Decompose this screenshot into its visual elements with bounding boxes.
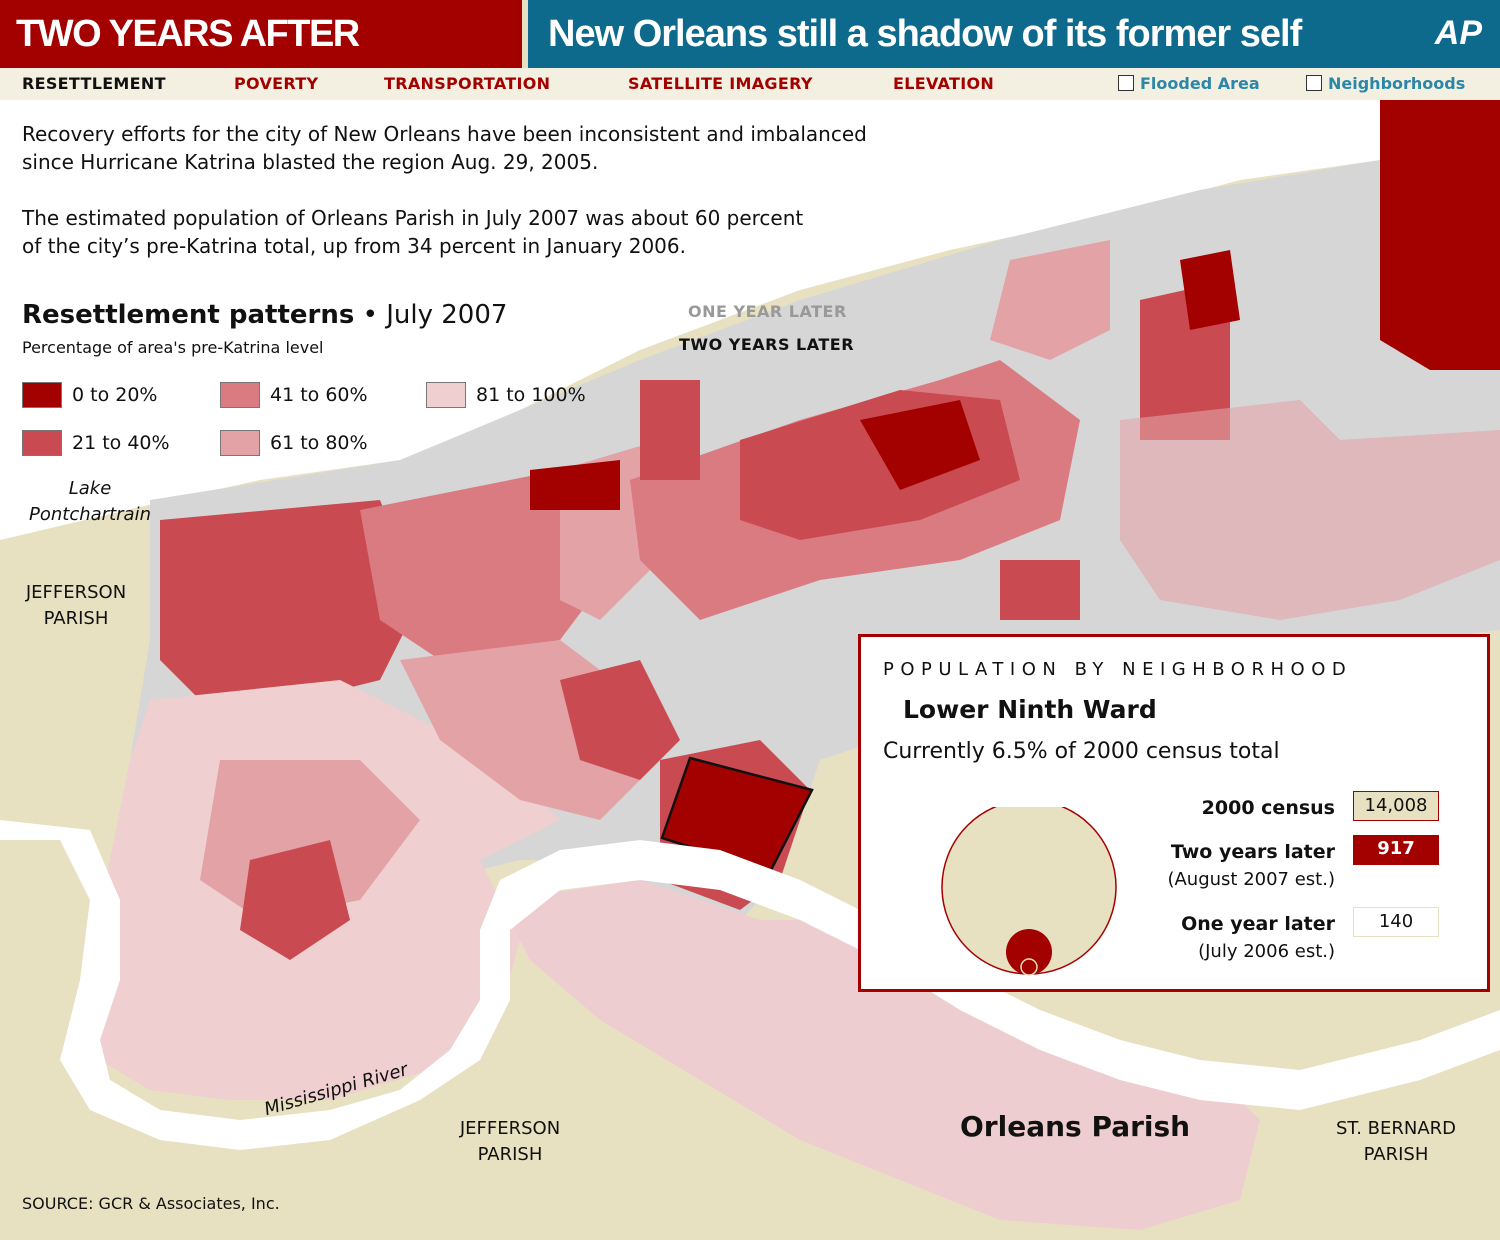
legend-swatch — [22, 382, 62, 408]
jefferson-parish-label-north: JEFFERSON PARISH — [25, 582, 127, 629]
toggle-flooded-area[interactable]: Flooded Area — [1118, 68, 1260, 100]
two-years-sublabel: (August 2007 est.) — [1167, 869, 1335, 890]
intro-paragraph-1: Recovery efforts for the city of New Orl… — [22, 122, 867, 174]
tab-transportation[interactable]: TRANSPORTATION — [384, 74, 551, 93]
census-value: 14,008 — [1353, 791, 1439, 821]
legend-label: 61 to 80% — [270, 432, 368, 454]
lake-label: Lake Pontchartrain — [29, 478, 151, 525]
resettlement-map — [0, 100, 1500, 1240]
tab-resettlement[interactable]: RESETTLEMENT — [22, 74, 166, 93]
checkbox-icon[interactable] — [1306, 75, 1322, 91]
checkbox-icon[interactable] — [1118, 75, 1134, 91]
st-bernard-parish-label: ST. BERNARD PARISH — [1335, 1118, 1457, 1165]
nav-bar: RESETTLEMENT POVERTY TRANSPORTATION SATE… — [0, 68, 1500, 100]
algiers-area — [500, 880, 1260, 1230]
one-year-value: 140 — [1353, 907, 1439, 937]
tab-poverty[interactable]: POVERTY — [234, 74, 319, 93]
one-year-circle — [1020, 958, 1038, 976]
mississippi-river — [0, 820, 1500, 1150]
two-years-later-button[interactable]: TWO YEARS LATER — [679, 335, 855, 354]
intro-paragraph-2: The estimated population of Orleans Pari… — [22, 206, 804, 258]
orleans-parish-label: Orleans Parish — [960, 1110, 1191, 1143]
one-year-later-button[interactable]: ONE YEAR LATER — [688, 302, 847, 321]
population-popup: POPULATION BY NEIGHBORHOOD Lower Ninth W… — [858, 634, 1490, 992]
census-summary: Currently 6.5% of 2000 census total — [883, 739, 1280, 764]
lake-pontchartrain — [0, 100, 1380, 540]
legend-swatch — [220, 430, 260, 456]
population-circles — [941, 807, 1117, 976]
census-label: 2000 census — [1201, 797, 1335, 819]
toggle-neighborhoods[interactable]: Neighborhoods — [1306, 68, 1465, 100]
series-title: TWO YEARS AFTER KATRINA — [0, 0, 522, 123]
tab-satellite-imagery[interactable]: SATELLITE IMAGERY — [628, 74, 813, 93]
legend-label: 81 to 100% — [476, 384, 586, 406]
two-years-circle — [1006, 929, 1052, 975]
legend-swatch — [22, 430, 62, 456]
legend-title: Resettlement patterns • July 2007 — [22, 300, 508, 330]
tab-elevation[interactable]: ELEVATION — [893, 74, 995, 93]
legend-swatch — [220, 382, 260, 408]
legend-swatch — [426, 382, 466, 408]
legend-subtitle: Percentage of area's pre-Katrina level — [22, 338, 324, 357]
page-title: New Orleans still a shadow of its former… — [528, 0, 1500, 68]
two-years-label: Two years later — [1170, 841, 1335, 863]
legend-label: 41 to 60% — [270, 384, 368, 406]
toggle-flooded-area-label: Flooded Area — [1140, 74, 1260, 93]
legend-label: 21 to 40% — [72, 432, 170, 454]
legend-label: 0 to 20% — [72, 384, 158, 406]
popup-heading: POPULATION BY NEIGHBORHOOD — [883, 659, 1353, 680]
header-bar: TWO YEARS AFTER KATRINA New Orleans stil… — [0, 0, 1500, 123]
source-credit: SOURCE: GCR & Associates, Inc. — [22, 1194, 280, 1213]
neighborhood-name: Lower Ninth Ward — [903, 695, 1157, 724]
jefferson-parish-label-south: JEFFERSON PARISH — [459, 1118, 561, 1165]
one-year-sublabel: (July 2006 est.) — [1198, 941, 1335, 962]
two-years-value: 917 — [1353, 835, 1439, 865]
ap-logo: AP — [1434, 14, 1482, 52]
toggle-neighborhoods-label: Neighborhoods — [1328, 74, 1466, 93]
one-year-label: One year later — [1181, 913, 1335, 935]
